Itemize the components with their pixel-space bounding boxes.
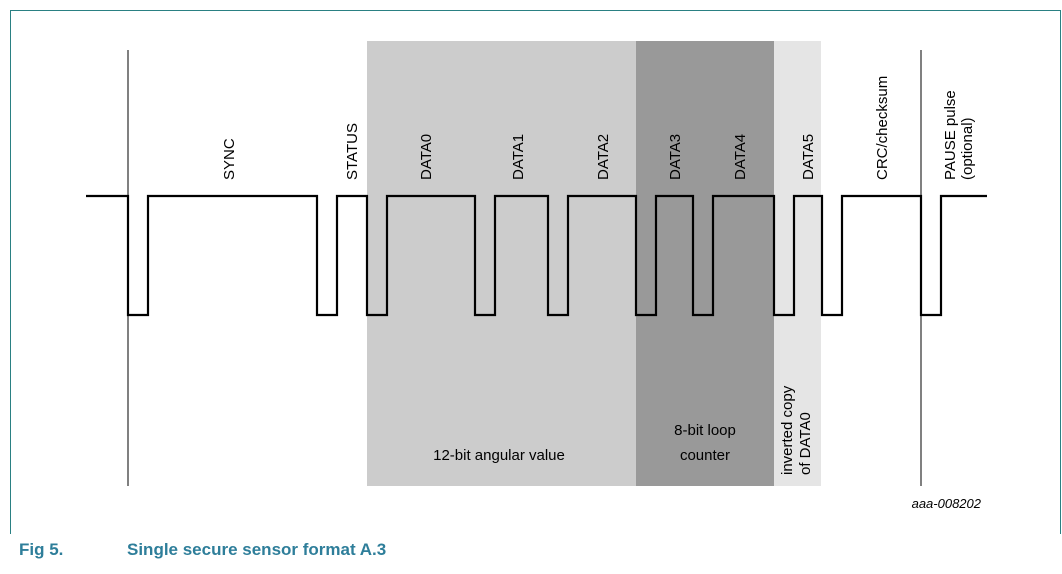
crc-label: CRC/checksum	[874, 76, 891, 180]
inverted-copy-region	[774, 41, 821, 486]
sent-signal-waveform	[86, 194, 987, 317]
angular-value-label: 12-bit angular value	[433, 447, 565, 464]
figure-caption: Fig 5. Single secure sensor format A.3	[19, 540, 386, 560]
pause-label-line1: PAUSE pulse	[942, 90, 959, 180]
data3-label: DATA3	[667, 134, 684, 180]
data4-label: DATA4	[732, 134, 749, 180]
loop-counter-region	[636, 41, 774, 486]
loop-counter-label-line1: 8-bit loop	[674, 422, 736, 439]
angular-value-region	[367, 41, 636, 486]
data2-label: DATA2	[595, 134, 612, 180]
inverted-copy-label-line2: of DATA0	[797, 412, 814, 475]
data0-label: DATA0	[418, 134, 435, 180]
pause-label-line2: (optional)	[959, 117, 976, 180]
loop-counter-label-line2: counter	[680, 447, 730, 464]
figure-title: Single secure sensor format A.3	[127, 540, 387, 559]
figure-frame	[10, 10, 1061, 534]
inverted-copy-label-line1: inverted copy	[779, 385, 796, 475]
status-label: STATUS	[344, 123, 361, 180]
figure-number: Fig 5.	[19, 540, 64, 559]
data5-label: DATA5	[800, 134, 817, 180]
data1-label: DATA1	[510, 134, 527, 180]
figure-reference-code: aaa-008202	[912, 496, 982, 511]
sync-label: SYNC	[221, 138, 238, 180]
